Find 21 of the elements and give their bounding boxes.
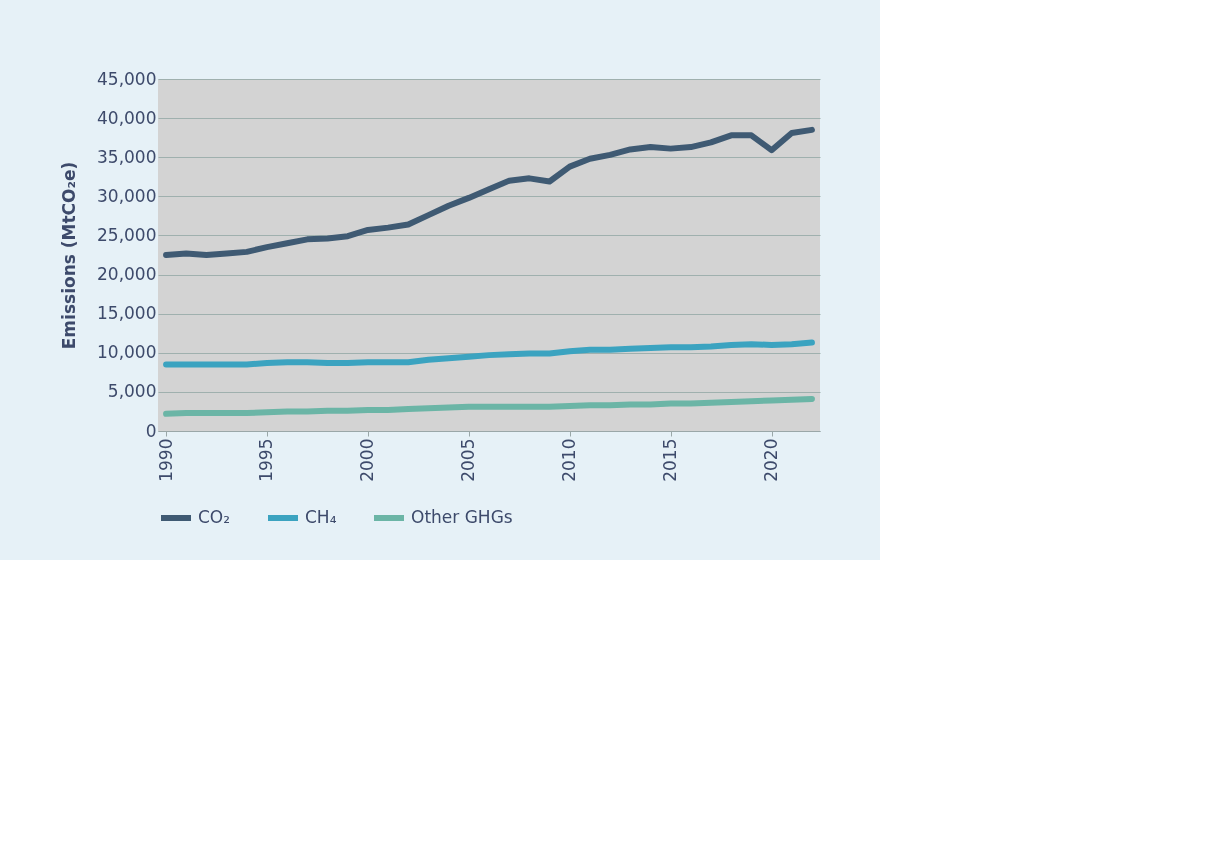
legend-label: CO₂ <box>198 507 231 527</box>
y-tick-label: 45,000 <box>97 68 157 89</box>
y-tick-label: 35,000 <box>97 146 157 167</box>
y-axis-title: Emissions (MtCO₂e) <box>59 161 80 350</box>
y-tick-label: 40,000 <box>97 107 157 128</box>
y-tick-label: 5,000 <box>107 381 157 402</box>
y-tick-label: 15,000 <box>97 303 157 324</box>
x-tick-label: 1990 <box>155 438 176 482</box>
x-tick-label: 2005 <box>458 438 479 482</box>
x-tick-label: 2010 <box>559 438 580 482</box>
legend-label: Other GHGs <box>411 507 513 527</box>
legend-label: CH₄ <box>305 507 337 527</box>
y-tick-label: 30,000 <box>97 185 157 206</box>
x-tick-label: 2015 <box>660 438 681 482</box>
x-tick-label: 2000 <box>357 438 378 482</box>
x-tick-label: 1995 <box>256 438 277 482</box>
y-tick-label: 25,000 <box>97 224 157 245</box>
x-tick-label: 2020 <box>761 438 782 482</box>
y-tick-label: 10,000 <box>97 342 157 363</box>
y-tick-label: 0 <box>145 420 157 441</box>
y-tick-label: 20,000 <box>97 264 157 285</box>
